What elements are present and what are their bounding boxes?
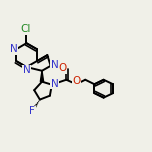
Polygon shape: [40, 71, 44, 82]
Text: N: N: [51, 60, 59, 70]
Text: F: F: [29, 106, 35, 116]
Text: O: O: [73, 76, 81, 86]
Text: Cl: Cl: [21, 24, 31, 34]
Text: O: O: [59, 63, 67, 73]
Text: N: N: [10, 44, 17, 54]
Text: N: N: [51, 79, 58, 89]
Text: N: N: [23, 65, 30, 75]
